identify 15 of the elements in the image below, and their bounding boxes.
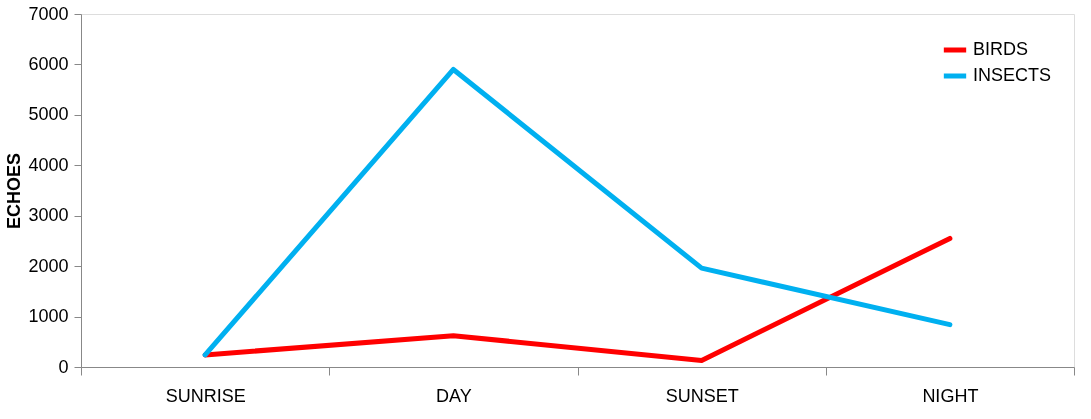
y-tick-label: 4000 (28, 154, 69, 175)
x-tick-label: DAY (436, 385, 472, 406)
y-tick-label: 5000 (28, 104, 69, 125)
y-tick-label: 6000 (28, 53, 69, 74)
x-tick-label: SUNRISE (165, 385, 246, 406)
y-tick-label: 1000 (28, 306, 69, 327)
y-tick-label: 2000 (28, 255, 69, 276)
y-tick-label: 3000 (28, 205, 69, 226)
y-tick-label: 7000 (28, 3, 69, 24)
legend-label: INSECTS (973, 65, 1052, 85)
x-tick-label: SUNSET (665, 385, 739, 406)
y-tick-label: 0 (58, 356, 69, 377)
y-axis-title: ECHOES (4, 152, 25, 230)
x-tick-label: NIGHT (922, 385, 979, 406)
legend-label: BIRDS (973, 39, 1029, 59)
